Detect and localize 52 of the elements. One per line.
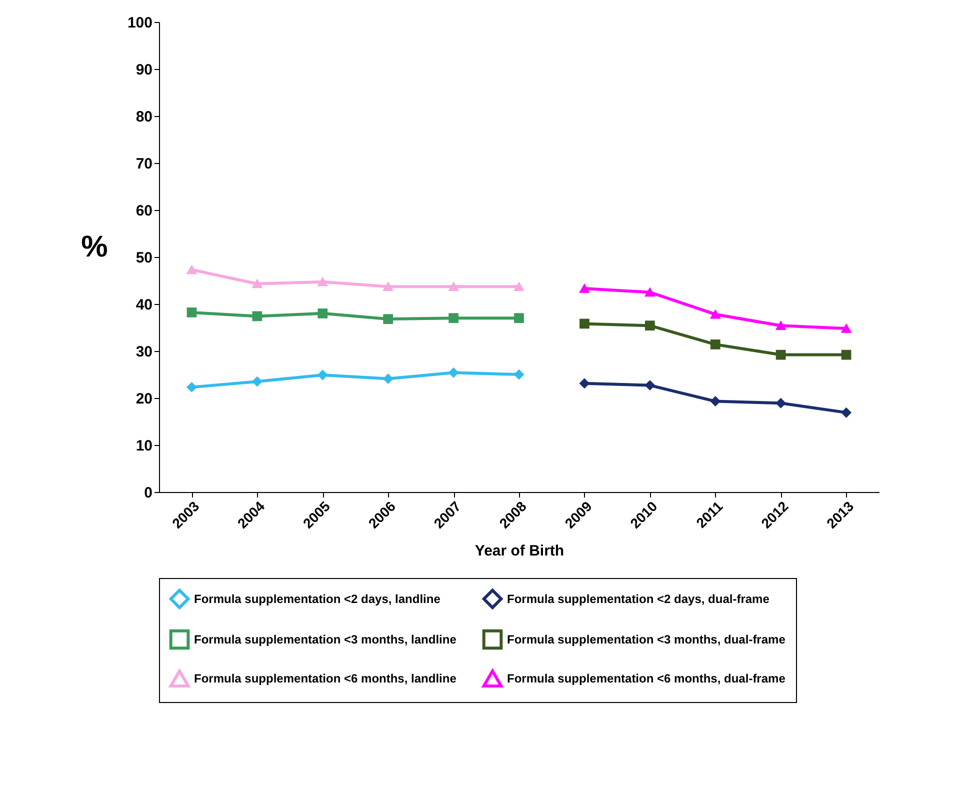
y-tick-label: 90 [136, 62, 152, 78]
point [710, 396, 720, 406]
y-tick-label: 70 [136, 156, 152, 172]
point [644, 320, 655, 331]
point [383, 314, 394, 324]
legend-label: Formula supplementation <2 days, landline [194, 592, 441, 606]
y-tick-label: 100 [127, 14, 152, 32]
point [514, 282, 524, 291]
point [383, 374, 394, 384]
point [710, 339, 720, 350]
y-tick-label: 60 [136, 202, 152, 220]
point [318, 278, 328, 286]
y-tick-label: 10 [136, 438, 152, 454]
point [514, 370, 524, 380]
point [710, 310, 720, 319]
point [252, 311, 262, 322]
point [318, 308, 328, 318]
point [514, 313, 524, 324]
point [580, 378, 590, 388]
point [644, 380, 655, 390]
point [186, 265, 197, 274]
point [448, 313, 458, 324]
y-tick-label: 50 [136, 250, 152, 266]
point [580, 284, 590, 293]
point [776, 398, 786, 408]
y-tick-label: 80 [136, 108, 152, 126]
y-tick-label: 0 [144, 484, 152, 502]
point [252, 279, 262, 288]
point [448, 368, 458, 378]
point [841, 350, 852, 360]
point [448, 282, 458, 291]
x-axis-title: Year of Birth [474, 542, 564, 560]
y-tick-label: 20 [136, 390, 152, 408]
point [186, 308, 197, 318]
point [580, 318, 590, 329]
point [841, 324, 852, 333]
legend-label: Formula supplementation <3 months, dual-frame [507, 632, 786, 646]
point [186, 382, 197, 392]
legend-label: Formula supplementation <3 months, landline [194, 632, 457, 646]
point [644, 288, 655, 297]
point [252, 376, 262, 386]
legend-label: Formula supplementation <6 months, dual-frame [507, 672, 786, 686]
point [318, 370, 328, 380]
legend-label: Formula supplementation <2 days, dual-frame [507, 592, 770, 606]
legend-label: Formula supplementation <6 months, landline [194, 672, 457, 686]
point [841, 408, 852, 418]
y-tick-label: 30 [136, 344, 152, 360]
point [776, 350, 786, 360]
y-axis-title: % [81, 230, 108, 264]
point [776, 321, 786, 330]
y-tick-label: 40 [136, 296, 152, 314]
point [383, 282, 394, 291]
